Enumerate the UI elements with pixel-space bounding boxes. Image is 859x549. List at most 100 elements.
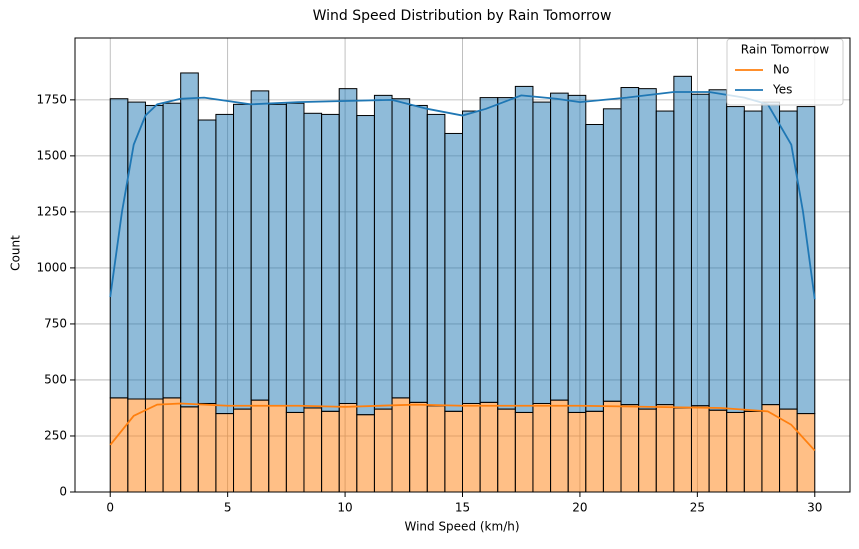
bar — [162, 397, 182, 493]
bar — [409, 401, 428, 493]
bar — [550, 92, 569, 401]
bar — [796, 106, 816, 415]
y-tick-label: 1750 — [36, 92, 67, 106]
bar — [602, 108, 622, 402]
x-tick-label: 10 — [337, 501, 352, 515]
legend-box — [726, 38, 844, 106]
bar — [532, 402, 552, 493]
bar — [426, 405, 446, 493]
x-tick-label: 15 — [455, 501, 470, 515]
bar — [532, 101, 552, 404]
y-tick-label: 1250 — [36, 204, 67, 218]
bar — [109, 98, 129, 399]
x-tick-label: 5 — [224, 501, 232, 515]
y-tick-label: 1500 — [36, 148, 67, 162]
bar — [726, 106, 745, 413]
x-axis-label: Wind Speed (km/h) — [404, 520, 519, 534]
bar — [285, 102, 305, 413]
bar — [233, 408, 252, 493]
x-tick-label: 0 — [106, 501, 114, 515]
legend-label: Yes — [772, 83, 792, 97]
bar — [109, 397, 129, 493]
y-tick-label: 250 — [44, 428, 67, 442]
bar — [779, 408, 798, 493]
bar — [144, 104, 164, 400]
bar — [409, 104, 428, 403]
bar — [321, 410, 340, 493]
bar — [690, 93, 710, 407]
bar — [444, 410, 463, 493]
bar — [550, 399, 569, 493]
bar — [620, 87, 640, 406]
bar — [761, 404, 781, 493]
bar — [743, 110, 763, 412]
bar — [127, 398, 146, 493]
bar — [197, 119, 217, 404]
bar — [462, 402, 481, 493]
bar — [708, 409, 728, 493]
bar — [373, 94, 393, 410]
bar — [638, 408, 657, 493]
bar — [779, 110, 798, 410]
bar — [708, 89, 728, 411]
bar — [567, 411, 587, 493]
bar — [743, 410, 763, 493]
bar — [391, 397, 411, 493]
bar — [127, 101, 146, 400]
bar — [303, 407, 323, 493]
chart-title: Wind Speed Distribution by Rain Tomorrow — [313, 8, 612, 24]
bar — [321, 113, 340, 412]
bar — [391, 98, 411, 399]
bar — [585, 123, 604, 412]
legend-label: No — [773, 63, 789, 77]
bar — [356, 414, 375, 493]
bar — [426, 113, 446, 407]
bar — [338, 88, 358, 404]
bar — [180, 406, 199, 493]
y-tick-label: 1000 — [36, 260, 67, 274]
plot-frame — [74, 37, 851, 493]
bar — [462, 110, 481, 404]
bar — [602, 400, 622, 493]
bar — [144, 398, 164, 493]
bar — [233, 103, 252, 410]
bar — [638, 88, 657, 410]
bar — [303, 112, 323, 409]
bar — [479, 401, 499, 493]
bar — [268, 103, 287, 407]
x-tick-label: 30 — [807, 501, 822, 515]
bar — [162, 102, 182, 399]
bar — [497, 97, 516, 410]
bar — [796, 413, 816, 493]
y-tick-label: 750 — [44, 316, 67, 330]
bar — [373, 408, 393, 493]
legend-title: Rain Tomorrow — [741, 43, 830, 57]
bar — [250, 399, 270, 493]
bar — [690, 405, 710, 493]
bar — [268, 405, 287, 493]
y-tick-label: 500 — [44, 372, 67, 386]
bar — [673, 75, 692, 409]
bar — [567, 94, 587, 413]
kde-line — [109, 402, 816, 452]
bar — [215, 413, 235, 493]
x-tick-label: 20 — [572, 501, 587, 515]
bar — [285, 411, 305, 493]
bar — [197, 402, 217, 493]
bar — [655, 110, 675, 406]
bar — [620, 404, 640, 493]
bar — [338, 402, 358, 493]
bar — [180, 72, 199, 408]
bar — [356, 115, 375, 416]
y-axis-label: Count — [9, 235, 23, 271]
bar — [497, 408, 516, 493]
bar — [673, 407, 692, 493]
bar — [514, 411, 534, 493]
bar — [215, 113, 235, 415]
bar — [444, 132, 463, 412]
bar — [585, 410, 604, 493]
bar — [514, 85, 534, 413]
x-tick-label: 25 — [690, 501, 705, 515]
y-tick-label: 0 — [59, 485, 67, 499]
